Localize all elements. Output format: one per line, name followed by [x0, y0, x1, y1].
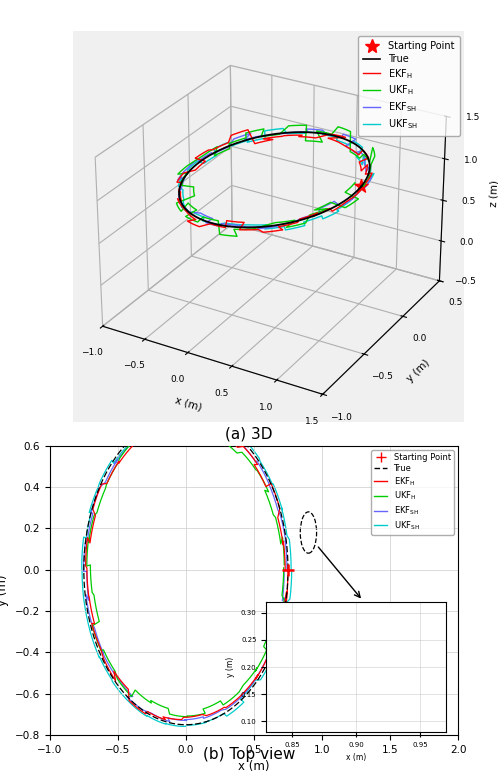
- Text: (b) Top view: (b) Top view: [203, 748, 295, 762]
- Y-axis label: y (m): y (m): [0, 575, 9, 606]
- Legend: Starting Point, True, EKF$_\mathregular{H}$, UKF$_\mathregular{H}$, EKF$_\mathre: Starting Point, True, EKF$_\mathregular{…: [358, 36, 460, 135]
- Legend: Starting Point, True, EKF$_\mathregular{H}$, UKF$_\mathregular{H}$, EKF$_\mathre: Starting Point, True, EKF$_\mathregular{…: [371, 450, 454, 535]
- X-axis label: x (m): x (m): [238, 760, 270, 773]
- Text: (a) 3D: (a) 3D: [225, 426, 273, 441]
- X-axis label: x (m): x (m): [174, 395, 203, 413]
- Y-axis label: y (m): y (m): [405, 357, 432, 384]
- Point: [284, 564, 292, 576]
